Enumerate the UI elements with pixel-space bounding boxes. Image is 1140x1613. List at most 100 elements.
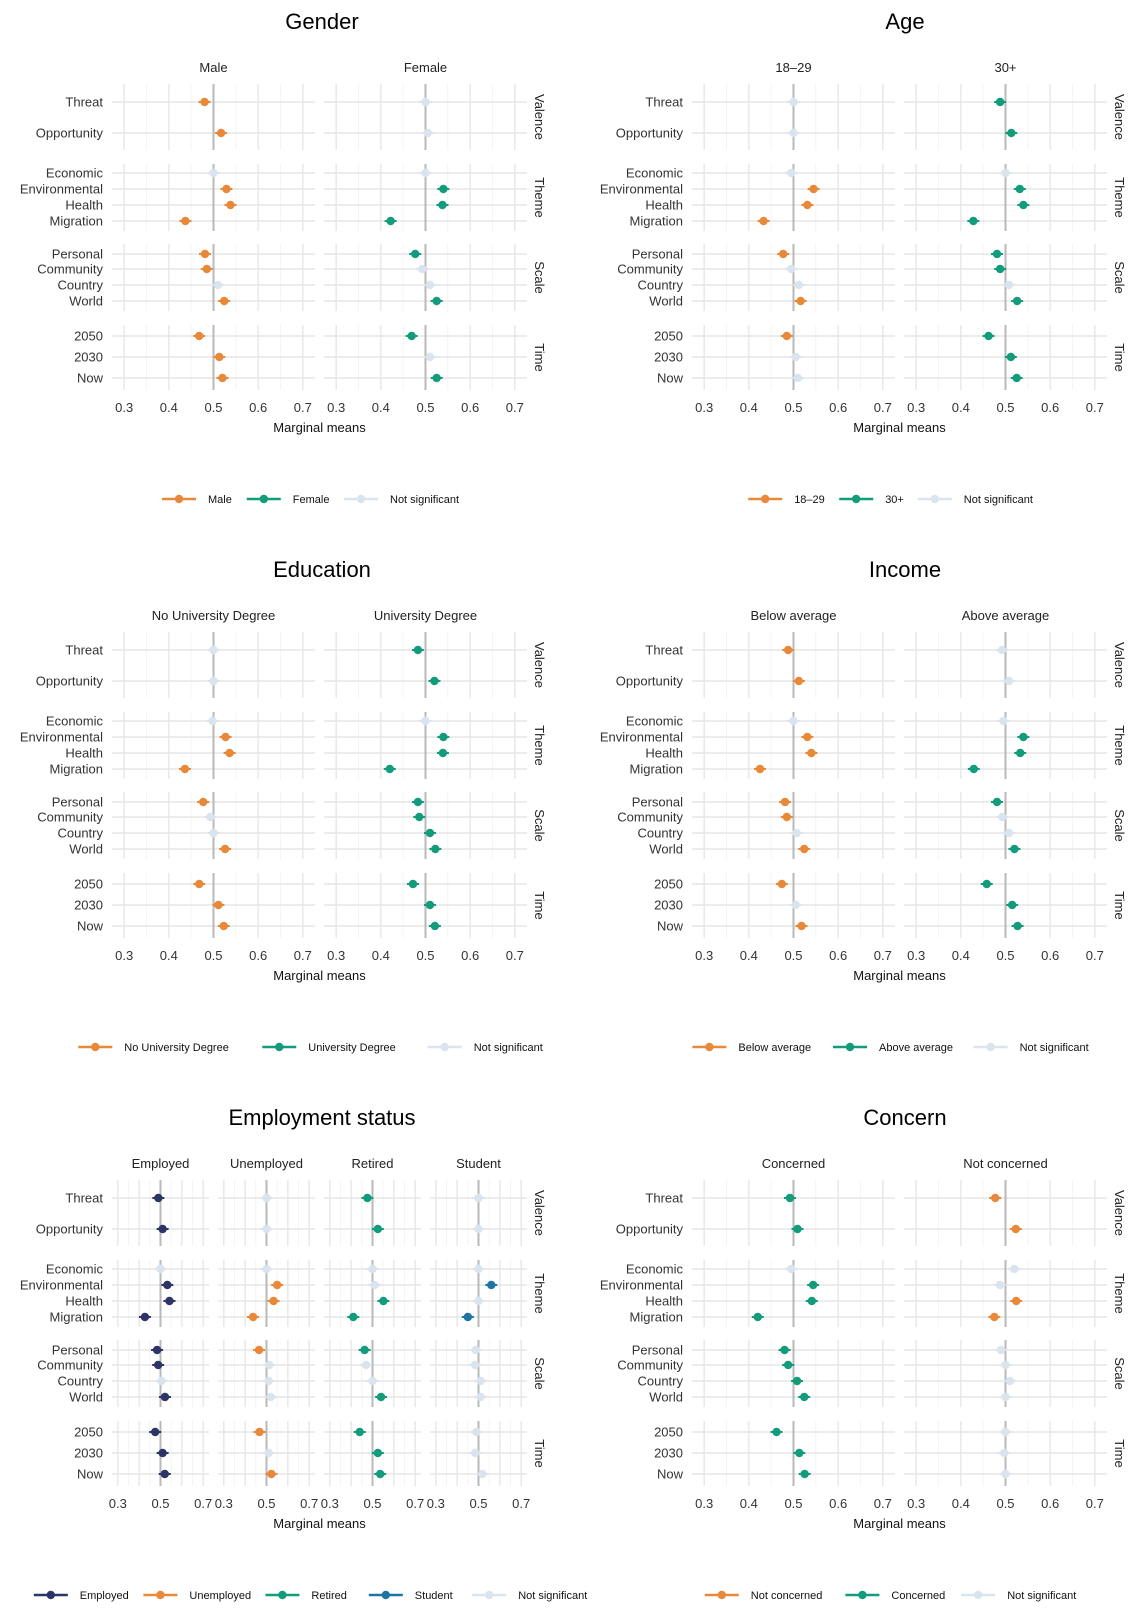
row-label: Environmental [600, 182, 683, 197]
data-point [264, 1448, 273, 1458]
data-point [218, 373, 227, 383]
chart-block-education: Education Threat Opportunity Valence Economi… [20, 557, 547, 1054]
data-point [779, 249, 788, 259]
data-point [209, 168, 218, 178]
facet-label: Student [456, 1156, 501, 1171]
data-point [782, 812, 792, 822]
data-point [990, 1312, 999, 1322]
x-tick-label: 0.3 [321, 1496, 339, 1511]
row-label: Health [645, 1294, 683, 1309]
data-point [163, 1280, 172, 1290]
row-label: 2030 [74, 350, 103, 365]
chart-title: Employment status [228, 1105, 415, 1130]
legend-item: Not significant [427, 1042, 543, 1054]
data-point [1007, 900, 1017, 910]
data-point [1001, 168, 1010, 178]
data-point [1012, 373, 1021, 383]
data-point [209, 676, 218, 686]
legend-label: Not significant [1007, 1590, 1076, 1602]
row-label: Migration [50, 762, 103, 777]
row-label: Environmental [20, 182, 103, 197]
row-label: Opportunity [36, 126, 104, 141]
data-point [425, 280, 435, 290]
data-point [421, 168, 430, 178]
data-point [803, 200, 812, 210]
data-point [1013, 921, 1022, 931]
row-label: Personal [632, 1343, 683, 1358]
data-point [476, 1392, 485, 1402]
row-label: Now [77, 371, 104, 386]
data-point [800, 1469, 809, 1479]
group-strip-label: Time [532, 1439, 547, 1467]
data-point [375, 1469, 385, 1479]
row-label: Personal [632, 795, 683, 810]
row-label: Economic [626, 714, 684, 729]
data-point [1016, 748, 1025, 758]
legend-label: Concerned [891, 1590, 945, 1602]
x-tick-label: 0.7 [294, 948, 312, 963]
data-point [425, 900, 435, 910]
data-point [195, 331, 204, 341]
data-point [432, 373, 441, 383]
data-point [355, 1427, 364, 1437]
data-point [996, 1345, 1006, 1355]
data-point [984, 331, 993, 341]
data-point [220, 296, 229, 306]
group-strip-label: Scale [532, 1357, 547, 1390]
data-point [385, 764, 394, 774]
legend-label: Student [415, 1590, 453, 1602]
x-tick-label: 0.5 [416, 948, 434, 963]
x-tick-label: 0.5 [469, 1496, 487, 1511]
data-point [413, 645, 423, 655]
row-label: 2030 [654, 1446, 683, 1461]
data-point [407, 331, 416, 341]
x-tick-label: 0.4 [160, 948, 178, 963]
data-point [780, 1345, 789, 1355]
group-strip-label: Scale [1112, 1357, 1127, 1390]
legend-item: No University Degree [78, 1042, 229, 1054]
data-point [216, 128, 226, 138]
data-point [202, 264, 212, 274]
data-point [363, 1193, 372, 1203]
data-point [222, 184, 231, 194]
row-label: Country [57, 278, 103, 293]
data-point [1001, 1427, 1010, 1437]
facet-label: Female [404, 60, 447, 75]
data-point [1004, 280, 1014, 290]
data-point [438, 748, 448, 758]
data-point [470, 1360, 480, 1370]
data-point [373, 1448, 383, 1458]
data-point [215, 352, 224, 362]
row-label: Opportunity [36, 674, 104, 689]
x-tick-label: 0.3 [695, 400, 713, 415]
chart-block-age: Age Threat Opportunity Valence EconomicEnvir… [600, 9, 1127, 506]
row-label: Community [37, 810, 103, 825]
x-tick-label: 0.4 [740, 1496, 758, 1511]
x-tick-label: 0.6 [249, 948, 267, 963]
group-strip-label: Time [1112, 891, 1127, 919]
legend-label: 18–29 [794, 494, 825, 506]
data-point [425, 828, 435, 838]
data-point [213, 280, 223, 290]
row-label: Threat [65, 643, 103, 658]
row-label: Now [657, 919, 684, 934]
row-label: 2030 [74, 1446, 103, 1461]
data-point [474, 1224, 483, 1234]
row-label: World [69, 294, 103, 309]
data-point [225, 748, 234, 758]
data-point [214, 900, 223, 910]
legend-label: University Degree [308, 1042, 395, 1054]
x-tick-label: 0.5 [416, 400, 434, 415]
row-label: Migration [630, 214, 683, 229]
row-label: 2050 [74, 329, 103, 344]
x-axis-title: Marginal means [273, 420, 366, 435]
data-point [797, 921, 806, 931]
data-point [803, 732, 812, 742]
data-point [431, 844, 440, 854]
data-point [386, 216, 395, 226]
chart-title: Education [273, 557, 371, 582]
data-point [413, 797, 423, 807]
row-label: Economic [46, 1262, 104, 1277]
data-point [969, 764, 978, 774]
facet-label: Below average [751, 608, 837, 623]
